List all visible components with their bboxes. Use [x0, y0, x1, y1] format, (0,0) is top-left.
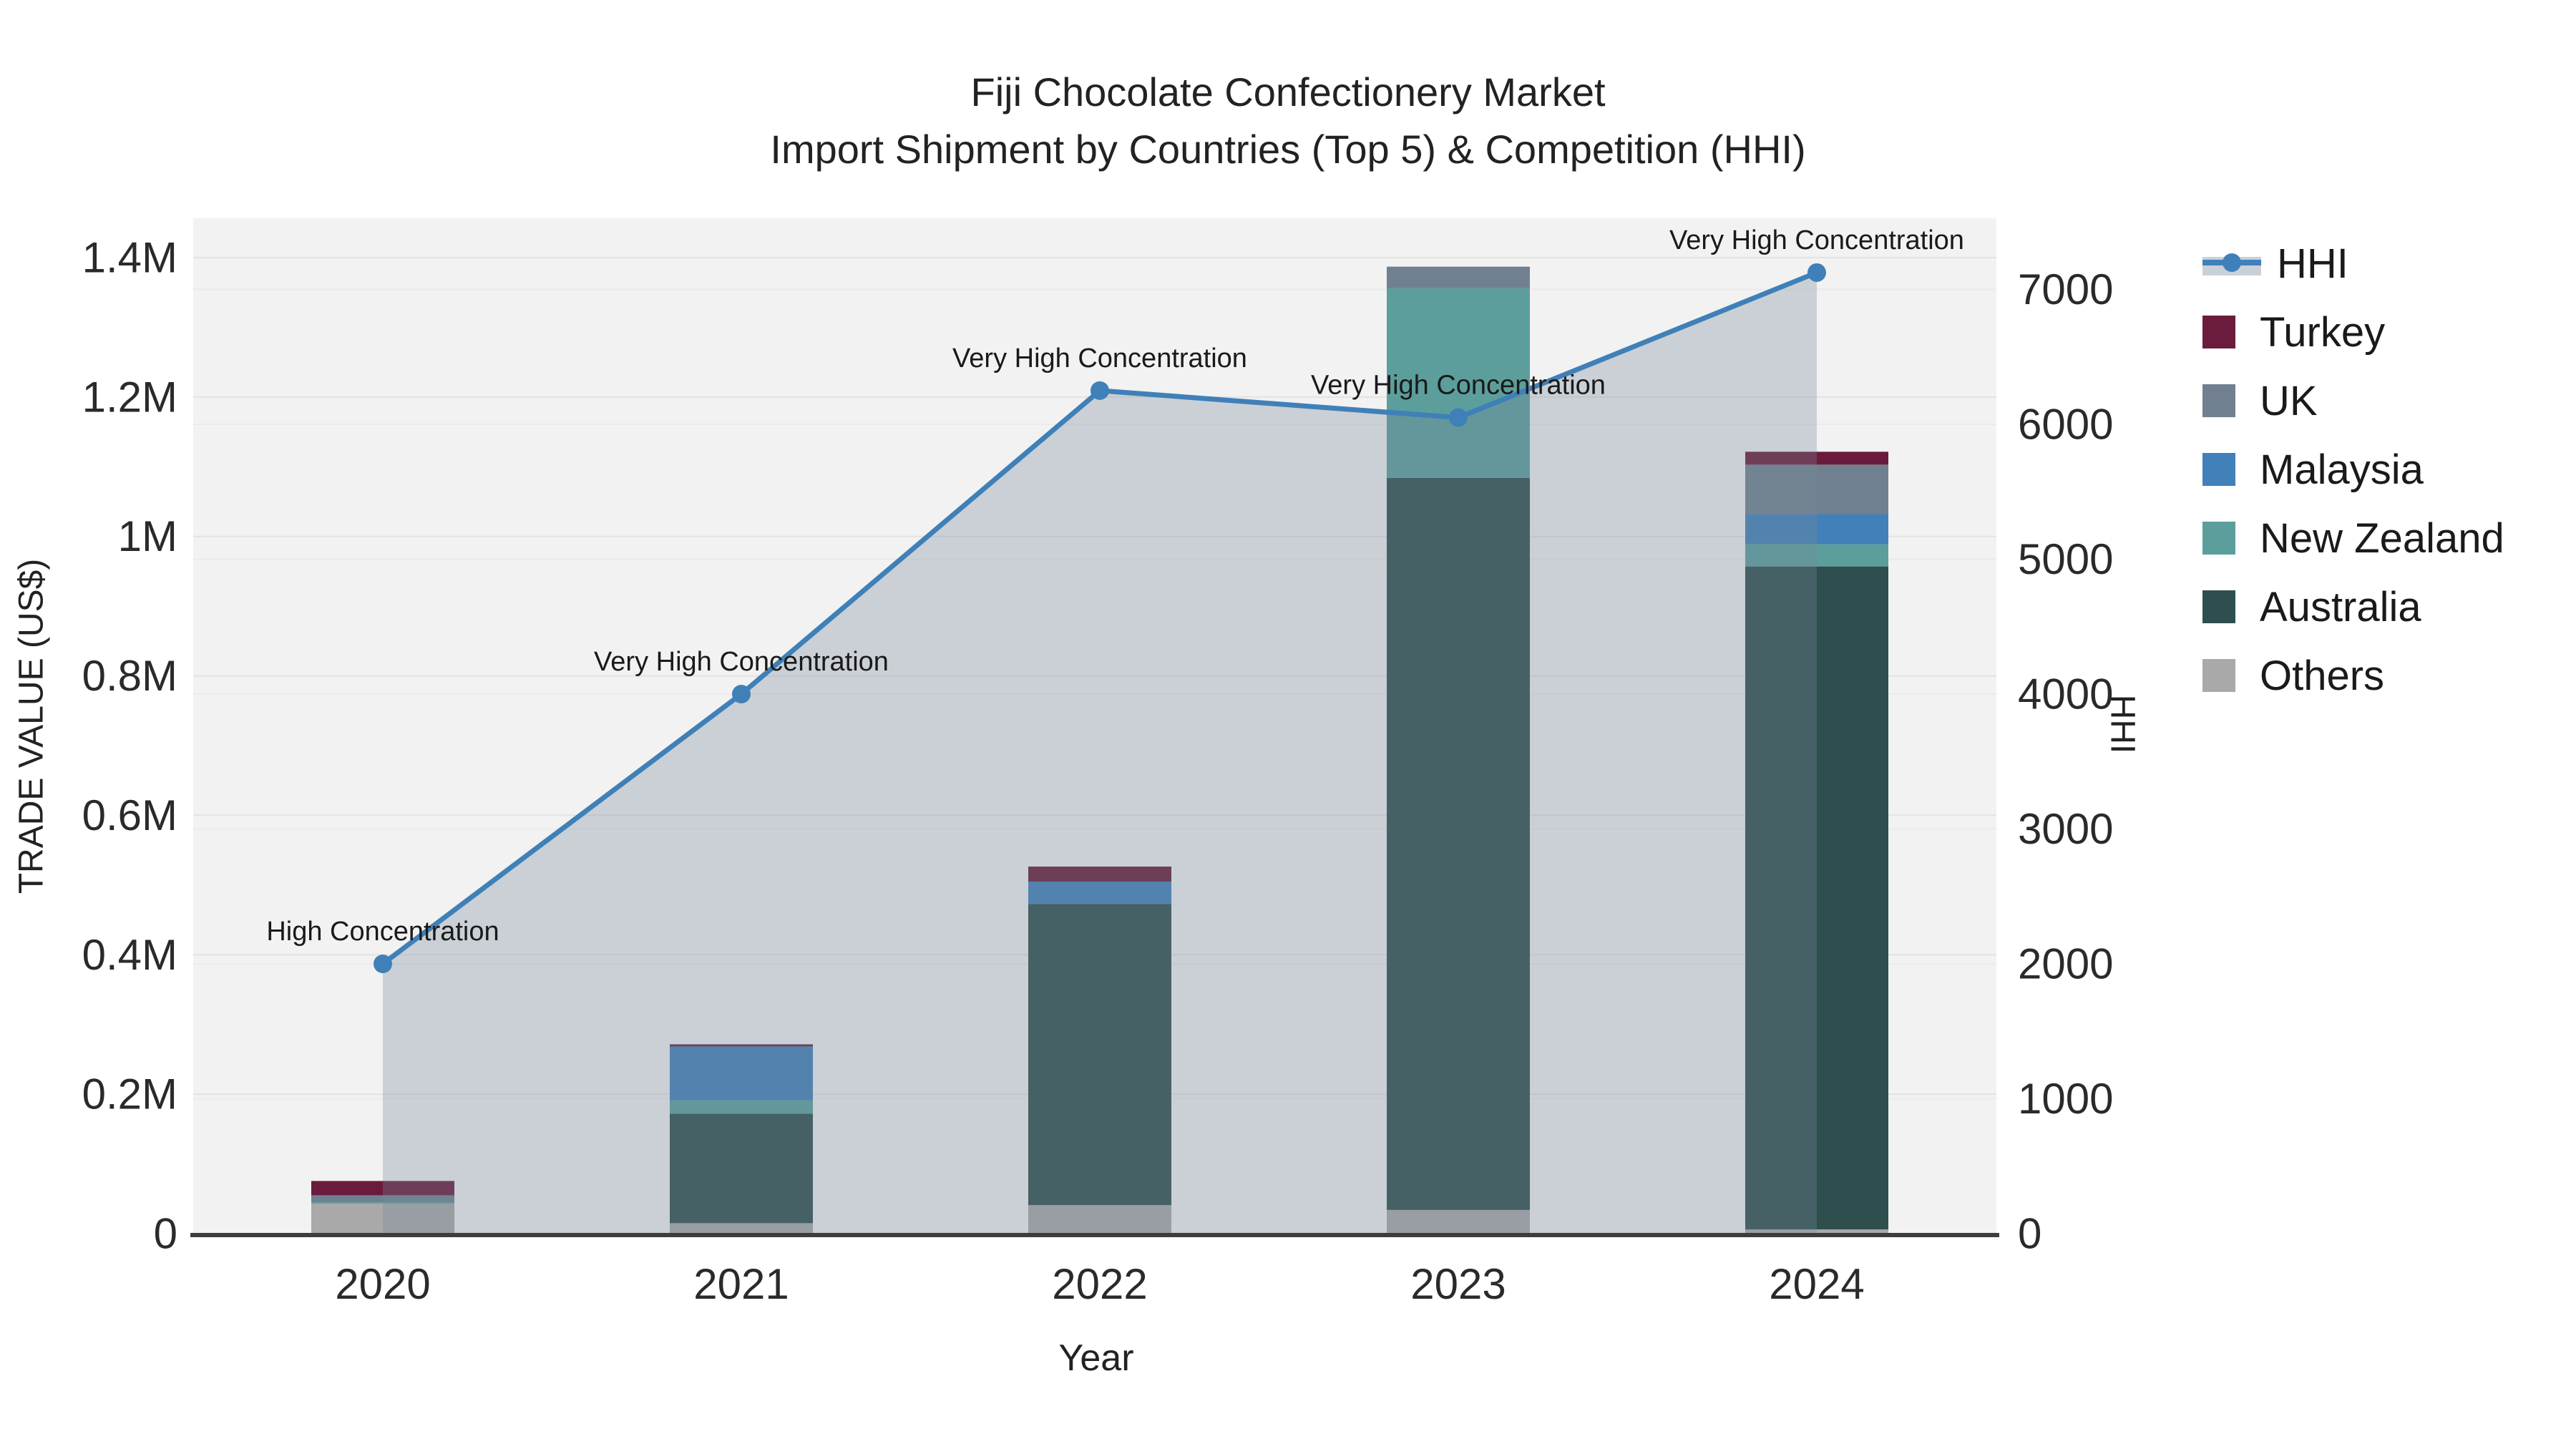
color-swatch-icon: [2202, 659, 2235, 692]
x-tick-2024: 2024: [1769, 1260, 1864, 1308]
bar-segment-turkey-2021[interactable]: [670, 1044, 813, 1047]
legend-item-new-zealand[interactable]: New Zealand: [2202, 504, 2504, 572]
legend-label: Turkey: [2260, 308, 2386, 356]
y-axis-right-title: HHI: [2103, 694, 2142, 754]
bar-segment-turkey-2020[interactable]: [311, 1181, 454, 1196]
legend-item-turkey[interactable]: Turkey: [2202, 298, 2504, 366]
legend-label: New Zealand: [2260, 514, 2504, 562]
hhi-marker-2022[interactable]: [1091, 381, 1109, 400]
bar-segment-malaysia-2024[interactable]: [1745, 514, 1888, 545]
hhi-marker-2024[interactable]: [1807, 263, 1826, 282]
y-left-tick-0.8M: 0.8M: [82, 652, 177, 700]
chart-subtitle: Import Shipment by Countries (Top 5) & C…: [770, 127, 1806, 172]
annotation-2023: Very High Concentration: [1311, 371, 1606, 401]
bar-segment-uk-2020[interactable]: [311, 1195, 454, 1203]
bar-segment-malaysia-2021[interactable]: [670, 1046, 813, 1101]
y-right-tick-0: 0: [2018, 1210, 2041, 1258]
legend-item-others[interactable]: Others: [2202, 641, 2504, 710]
bar-segment-others-2023[interactable]: [1387, 1209, 1530, 1234]
y-left-tick-1.4M: 1.4M: [82, 234, 177, 282]
color-swatch-icon: [2202, 384, 2235, 417]
bar-segment-malaysia-2022[interactable]: [1028, 881, 1171, 904]
bar-segment-uk-2023[interactable]: [1387, 266, 1530, 288]
x-axis-title: Year: [1058, 1337, 1134, 1379]
legend-label: Others: [2260, 652, 2385, 699]
chart-title: Fiji Chocolate Confectionery Market: [970, 69, 1606, 114]
annotation-2021: Very High Concentration: [594, 647, 889, 677]
hhi-marker-2023[interactable]: [1449, 408, 1468, 427]
hhi-line-swatch-icon: [2202, 247, 2261, 280]
legend-item-australia[interactable]: Australia: [2202, 572, 2504, 641]
y-left-tick-0.6M: 0.6M: [82, 791, 177, 839]
y-axis-left-title: TRADE VALUE (US$): [12, 558, 51, 894]
legend-item-malaysia[interactable]: Malaysia: [2202, 435, 2504, 504]
bar-segment-new_zealand-2020[interactable]: [311, 1202, 454, 1204]
bar-segment-turkey-2024[interactable]: [1745, 452, 1888, 465]
y-left-tick-1M: 1M: [118, 512, 177, 560]
legend-label: HHI: [2277, 240, 2348, 287]
legend-label: Australia: [2260, 583, 2421, 630]
bar-segment-new_zealand-2021[interactable]: [670, 1100, 813, 1114]
legend-item-hhi[interactable]: HHI: [2202, 229, 2504, 298]
y-left-tick-1.2M: 1.2M: [82, 373, 177, 421]
x-tick-2023: 2023: [1410, 1260, 1506, 1308]
bar-segment-others-2020[interactable]: [311, 1204, 454, 1234]
y-right-tick-1000: 1000: [2018, 1075, 2113, 1123]
y-left-tick-0: 0: [154, 1210, 177, 1258]
bar-segment-others-2022[interactable]: [1028, 1205, 1171, 1234]
hhi-marker-2020[interactable]: [374, 955, 392, 973]
hhi-area-fill: [383, 272, 1817, 1234]
x-tick-2022: 2022: [1052, 1260, 1147, 1308]
color-swatch-icon: [2202, 453, 2235, 486]
bar-segment-new_zealand-2023[interactable]: [1387, 288, 1530, 478]
y-right-tick-4000: 4000: [2018, 670, 2113, 718]
color-swatch-icon: [2202, 316, 2235, 348]
y-right-tick-2000: 2000: [2018, 940, 2113, 988]
bar-segment-australia-2024[interactable]: [1745, 566, 1888, 1230]
x-tick-2020: 2020: [335, 1260, 430, 1308]
bar-segment-australia-2021[interactable]: [670, 1113, 813, 1224]
y-left-tick-0.2M: 0.2M: [82, 1070, 177, 1118]
annotation-2024: Very High Concentration: [1669, 225, 1964, 255]
annotation-2022: Very High Concentration: [952, 343, 1247, 374]
bar-segment-uk-2024[interactable]: [1745, 464, 1888, 514]
y-right-tick-3000: 3000: [2018, 805, 2113, 853]
color-swatch-icon: [2202, 522, 2235, 555]
color-swatch-icon: [2202, 590, 2235, 623]
y-left-tick-0.4M: 0.4M: [82, 931, 177, 979]
bar-segment-others-2021[interactable]: [670, 1223, 813, 1234]
legend-label: Malaysia: [2260, 446, 2424, 493]
legend-item-uk[interactable]: UK: [2202, 366, 2504, 435]
legend-label: UK: [2260, 377, 2318, 424]
y-right-tick-6000: 6000: [2018, 401, 2113, 449]
bar-segment-australia-2022[interactable]: [1028, 904, 1171, 1206]
y-right-tick-5000: 5000: [2018, 535, 2113, 583]
hhi-marker-2021[interactable]: [732, 685, 751, 703]
annotation-2020: High Concentration: [266, 917, 499, 947]
bar-segment-others-2024[interactable]: [1745, 1229, 1888, 1234]
x-tick-2021: 2021: [693, 1260, 789, 1308]
bar-segment-turkey-2022[interactable]: [1028, 867, 1171, 882]
legend: HHI Turkey UK Malaysia New Zealand Austr…: [2202, 229, 2504, 710]
bar-segment-new_zealand-2024[interactable]: [1745, 544, 1888, 567]
y-right-tick-7000: 7000: [2018, 265, 2113, 313]
bar-segment-australia-2023[interactable]: [1387, 477, 1530, 1210]
